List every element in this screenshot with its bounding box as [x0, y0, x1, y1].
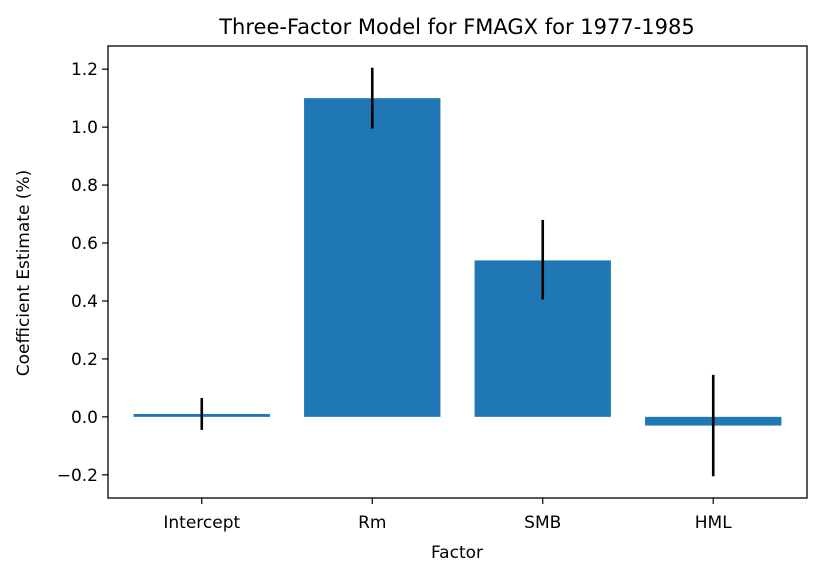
x-tick-label: Rm: [358, 513, 386, 533]
error-bars: [200, 67, 715, 477]
bar-rm: [304, 98, 441, 417]
chart-title: Three-Factor Model for FMAGX for 1977-19…: [218, 15, 695, 39]
y-tick-label: 0.0: [71, 408, 98, 428]
plot-area: [107, 45, 808, 499]
plot-frame: [107, 45, 808, 499]
x-axis-label: Factor: [431, 543, 483, 563]
y-axis-label: Coefficient Estimate (%): [14, 170, 34, 376]
x-tick-label: HML: [695, 513, 732, 533]
y-tick-label: −0.2: [57, 466, 98, 486]
bars: [133, 98, 782, 426]
y-axis: −0.2 0.0 0.2 0.4 0.6 0.8 1.0 1.2: [57, 60, 108, 486]
y-tick-label: 0.2: [71, 350, 98, 370]
y-tick-label: 1.0: [71, 118, 98, 138]
x-axis: Intercept Rm SMB HML: [163, 498, 732, 533]
y-tick-label: 1.2: [71, 60, 98, 80]
x-tick-label: SMB: [524, 513, 561, 533]
x-tick-label: Intercept: [163, 513, 240, 533]
y-tick-label: 0.8: [71, 176, 98, 196]
y-tick-label: 0.4: [71, 292, 98, 312]
y-tick-label: 0.6: [71, 234, 98, 254]
